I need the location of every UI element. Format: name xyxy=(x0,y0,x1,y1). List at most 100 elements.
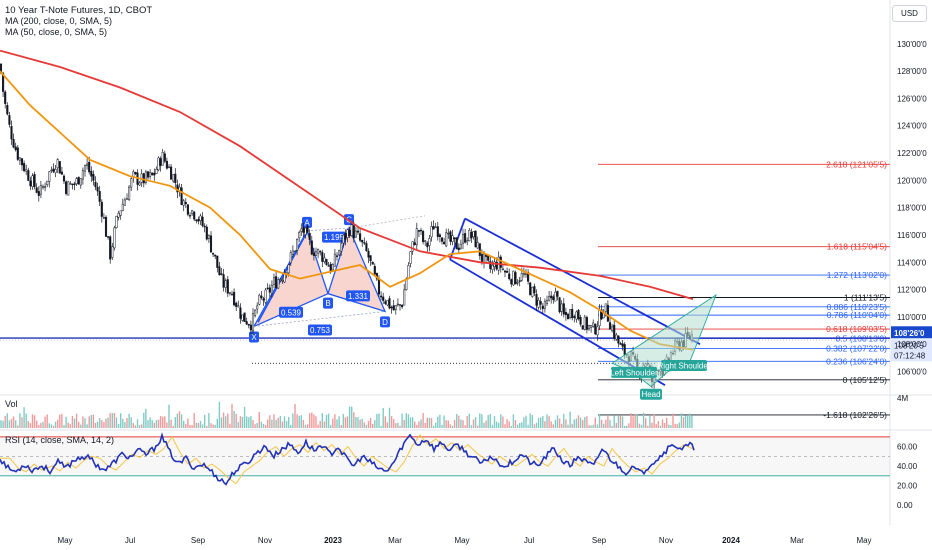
volume-bar xyxy=(533,424,536,428)
volume-bar xyxy=(500,414,502,428)
candle-body xyxy=(449,231,452,242)
candle-body xyxy=(317,249,320,254)
volume-bar xyxy=(584,417,586,428)
volume-bar xyxy=(21,417,23,428)
pattern-point-badge xyxy=(249,331,259,343)
candle-body xyxy=(117,213,120,218)
candle-body xyxy=(436,226,439,237)
candle-body xyxy=(623,344,626,355)
volume-bar xyxy=(271,419,273,428)
candle-body xyxy=(207,235,210,239)
head-shoulders-pattern[interactable]: Left Shoulder Head Right Shoulder xyxy=(610,293,717,400)
volume-bar xyxy=(279,415,281,428)
candle-body xyxy=(151,172,154,176)
time-tick-label: Sep xyxy=(592,536,607,545)
candle-body xyxy=(23,163,26,172)
candle-body xyxy=(123,199,126,206)
ma50-legend[interactable]: MA (50, close, 0, SMA, 5) xyxy=(5,27,108,37)
volume-bar xyxy=(27,421,29,428)
fib-extension[interactable]: 2.618 (121'05'5) 1.618 (115'04'5) 1.272 (1… xyxy=(0,159,890,420)
time-axis[interactable]: May Jul Sep Nov 2023 Mar May Jul Sep Nov 2024 Mar Ma… xyxy=(57,536,871,545)
currency-selector[interactable]: USD xyxy=(892,5,927,22)
volume-bar xyxy=(397,422,399,428)
candle-body xyxy=(535,293,538,306)
volume-bar xyxy=(210,423,212,428)
volume-bar xyxy=(8,420,11,428)
volume-bar xyxy=(600,419,603,428)
ma200-legend[interactable]: MA (200, close, 0, SMA, 5) xyxy=(5,16,113,26)
fib-level-label: 0.786 (110'04'0) xyxy=(827,310,887,320)
volume-bar xyxy=(294,403,296,428)
volume-bar xyxy=(4,415,6,428)
volume-bar xyxy=(243,406,246,428)
candle-body xyxy=(319,251,322,253)
volume-bar xyxy=(12,416,15,428)
candle-body xyxy=(611,326,614,332)
volume-bar xyxy=(638,423,641,428)
volume-bar xyxy=(535,422,538,428)
candle-body xyxy=(298,232,301,239)
candle-body xyxy=(226,279,229,294)
volume-bar xyxy=(0,420,2,428)
volume-bar xyxy=(487,415,489,428)
price-axis[interactable]: 130'00'0 128'00'0 126'00'0 124'00'0 122'00'0… xyxy=(897,40,927,377)
candle-body xyxy=(304,227,307,235)
fib-level-label: 0.886 (110'23'5) xyxy=(827,302,887,312)
candle-body xyxy=(503,270,507,273)
volume-bar xyxy=(67,422,69,428)
pattern-point-label: X xyxy=(251,333,257,342)
rsi-label[interactable]: RSI (14, close, SMA, 14, 2) xyxy=(5,435,115,445)
volume-bar xyxy=(443,415,445,428)
candle-body xyxy=(520,273,523,281)
volume-bar xyxy=(25,413,27,428)
fib-level-label: 2.618 (121'05'5) xyxy=(826,159,887,169)
volume-bar xyxy=(199,420,202,428)
candle-body xyxy=(569,309,572,318)
volume-bar xyxy=(382,408,384,428)
volume-bar xyxy=(363,422,365,428)
candle-body xyxy=(621,343,624,347)
volume-bar xyxy=(571,423,573,428)
candle-body xyxy=(247,324,250,326)
volume-bar xyxy=(290,424,292,428)
pattern-point-label: D xyxy=(382,318,388,327)
volume-bar xyxy=(178,411,181,428)
candle-body xyxy=(451,235,454,242)
volume-bar xyxy=(327,413,330,428)
volume-bar xyxy=(563,413,565,428)
symbol-title[interactable]: 10 Year T-Note Futures, 1D, CBOT xyxy=(5,5,153,16)
time-tick-label: Jul xyxy=(524,536,534,545)
volume-bar xyxy=(384,416,386,428)
rsi-tick-label: 20.00 xyxy=(897,482,918,491)
candle-body xyxy=(571,309,574,319)
volume-bar xyxy=(193,413,195,428)
time-tick-label: Mar xyxy=(388,536,402,545)
candle-body xyxy=(459,243,462,249)
candle-body xyxy=(184,202,187,204)
volume-bar xyxy=(401,413,403,428)
volume-bar xyxy=(147,420,149,428)
candle-body xyxy=(275,276,278,289)
volume-bar xyxy=(254,424,256,428)
candle-body xyxy=(146,171,150,178)
candle-body xyxy=(125,198,129,200)
candle-body xyxy=(552,296,555,301)
candle-body xyxy=(415,228,418,246)
volume-bar xyxy=(187,418,189,428)
volume-bar xyxy=(645,418,647,428)
volume-label[interactable]: Vol xyxy=(5,399,18,409)
volume-bar xyxy=(75,413,78,428)
volume-bar xyxy=(29,423,32,428)
price-tick-label: 114'00'0 xyxy=(897,258,927,267)
candle-body xyxy=(524,273,528,275)
candle-body xyxy=(560,303,563,312)
candle-body xyxy=(617,335,620,344)
candle-body xyxy=(20,158,24,166)
candle-body xyxy=(539,301,542,305)
price-tick-label: 108'00'0 xyxy=(897,340,927,349)
volume-bar xyxy=(598,414,601,428)
volume-bar xyxy=(31,414,34,428)
candle-body xyxy=(197,219,200,222)
